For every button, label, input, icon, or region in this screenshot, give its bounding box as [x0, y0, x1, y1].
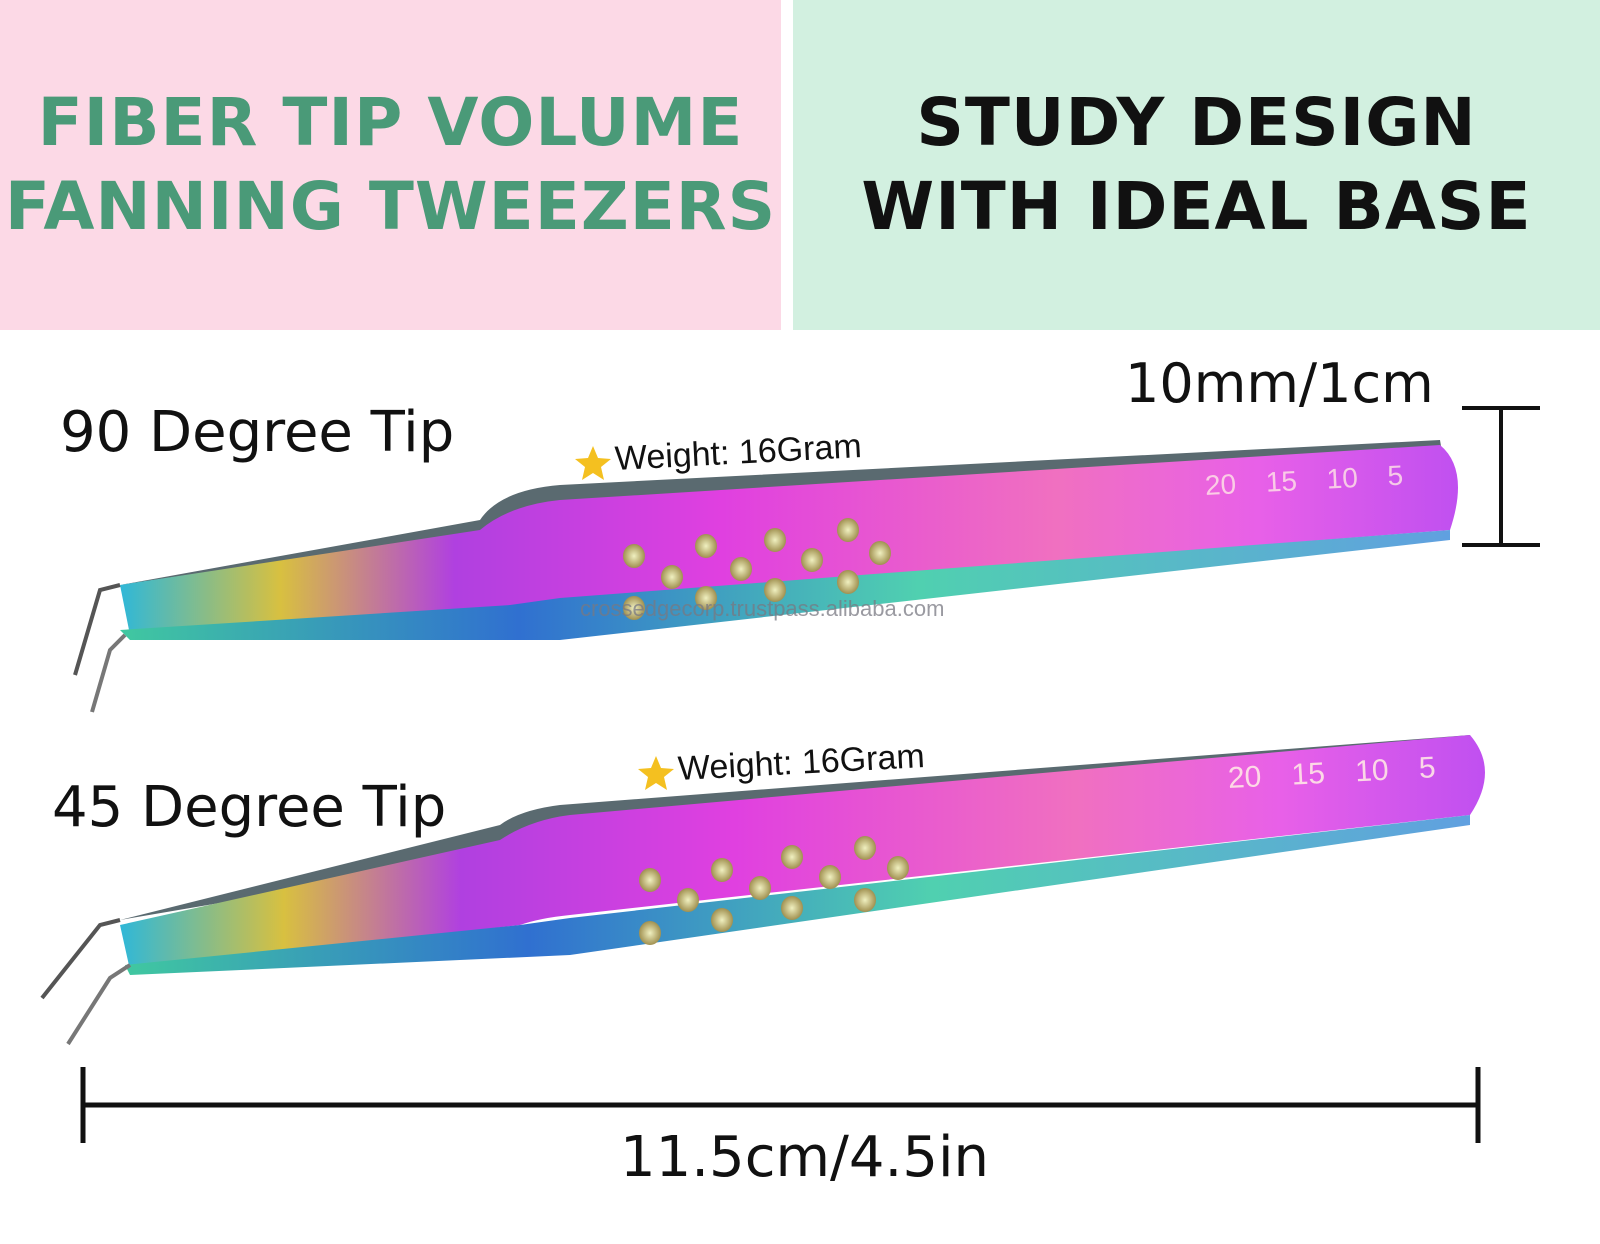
grip-dot	[801, 548, 823, 572]
grip-dot	[711, 908, 733, 932]
title-line-2: FANNING TWEEZERS	[4, 168, 777, 245]
grip-dot	[749, 876, 771, 900]
tweezer-90-degree	[73, 440, 1458, 713]
scale-mark: 15	[1290, 756, 1326, 792]
watermark: crossedgecorp.trustpass.alibaba.com	[580, 596, 945, 621]
width-dimension-marker	[1462, 406, 1540, 547]
scale-mark: 10	[1354, 753, 1390, 789]
grip-dot	[887, 856, 909, 880]
grip-dot	[854, 888, 876, 912]
scale-mark: 5	[1418, 751, 1437, 785]
grip-dot	[623, 596, 645, 620]
grip-dot	[764, 578, 786, 602]
left-title-panel: FIBER TIP VOLUME FANNING TWEEZERS	[0, 0, 781, 330]
scale-mark: 20	[1227, 760, 1263, 795]
grip-dot	[639, 868, 661, 892]
scale-mark: 15	[1265, 465, 1298, 498]
subtitle-line-2: WITH IDEAL BASE	[861, 168, 1532, 245]
star-icon	[575, 446, 611, 480]
grip-dot	[639, 921, 661, 945]
tip-label-90: 90 Degree Tip	[60, 400, 455, 465]
grip-dot	[695, 586, 717, 610]
grip-dot	[695, 534, 717, 558]
grip-dot	[781, 845, 803, 869]
grip-dots	[623, 518, 909, 945]
grip-dot	[711, 858, 733, 882]
scale-mark: 5	[1386, 459, 1404, 492]
grip-dot	[730, 557, 752, 581]
star-icon	[638, 756, 674, 790]
scale-mark: 10	[1325, 462, 1359, 495]
scale-mark: 20	[1204, 468, 1237, 501]
subtitle-line-1: STUDY DESIGN	[916, 84, 1477, 161]
grip-dot	[837, 570, 859, 594]
grip-dot	[819, 865, 841, 889]
tweezer-45-degree	[40, 735, 1485, 1046]
length-dimension-label: 11.5cm/4.5in	[620, 1125, 990, 1190]
right-title-panel: STUDY DESIGN WITH IDEAL BASE	[793, 0, 1600, 330]
grip-dot	[764, 528, 786, 552]
grip-dot	[781, 896, 803, 920]
width-dimension-label: 10mm/1cm	[1125, 352, 1434, 415]
tip-label-45: 45 Degree Tip	[52, 775, 447, 840]
grip-dot	[869, 541, 891, 565]
grip-dot	[854, 836, 876, 860]
grip-dot	[837, 518, 859, 542]
grip-dot	[661, 565, 683, 589]
grip-dot	[623, 544, 645, 568]
grip-dot	[677, 888, 699, 912]
length-dimension-marker	[80, 1067, 1481, 1143]
title-line-1: FIBER TIP VOLUME	[37, 84, 744, 161]
